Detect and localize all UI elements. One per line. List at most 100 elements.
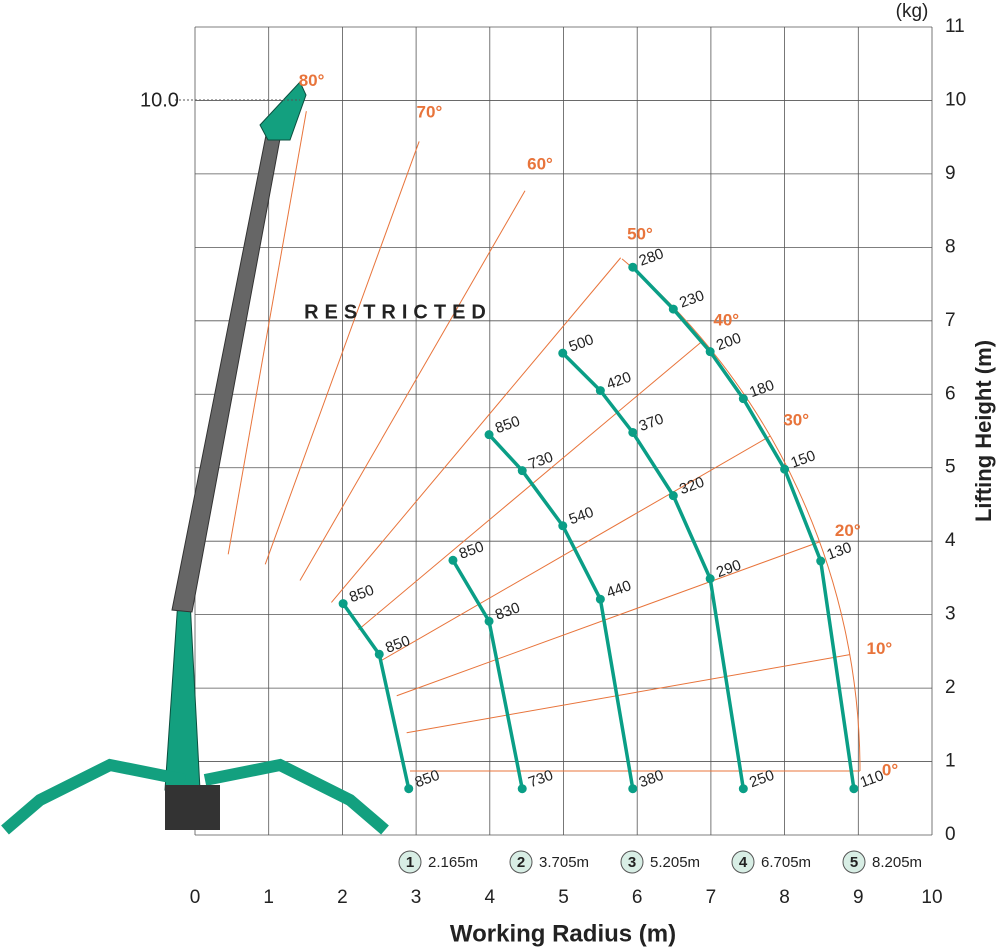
- load-label: 850: [493, 413, 522, 438]
- load-point: [517, 784, 527, 794]
- angle-label: 10°: [867, 639, 893, 658]
- x-axis-title: Working Radius (m): [450, 920, 676, 947]
- load-point: [558, 348, 568, 358]
- load-point: [404, 784, 414, 794]
- load-label: 320: [677, 474, 706, 499]
- load-point: [558, 521, 568, 531]
- legend-badge: [620, 850, 644, 874]
- x-tick-label: 8: [779, 887, 790, 908]
- angle-ray: [227, 111, 307, 555]
- crane: [1, 81, 389, 835]
- x-tick-label: 0: [190, 887, 201, 908]
- legend-label: 8.205m: [872, 854, 922, 871]
- load-point: [738, 784, 748, 794]
- load-label: 370: [637, 410, 666, 435]
- x-tick-label: 10: [921, 887, 942, 908]
- legend-label: 6.705m: [761, 854, 811, 871]
- legend-label: 2.165m: [428, 854, 478, 871]
- y-axis-title: Lifting Height (m): [971, 340, 996, 522]
- legend-badge: [398, 850, 422, 874]
- load-point: [448, 555, 458, 565]
- load-point: [780, 464, 790, 474]
- load-label: 730: [526, 767, 555, 792]
- load-label: 420: [604, 369, 633, 394]
- crane-boom: [171, 124, 283, 613]
- y-tick-label: 7: [945, 310, 956, 331]
- load-point: [628, 427, 638, 437]
- load-point: [595, 386, 605, 396]
- angle-rays: [227, 111, 861, 772]
- y-tick-label: 11: [945, 16, 965, 37]
- region-label: RESTRICTED: [304, 301, 492, 323]
- y-tick-label: 1: [945, 751, 956, 772]
- x-tick-label: 5: [558, 887, 569, 908]
- load-label: 850: [347, 582, 376, 607]
- x-tick-label: 3: [411, 887, 422, 908]
- load-point: [628, 784, 638, 794]
- load-label: 200: [714, 330, 743, 355]
- crane-leg: [1, 758, 187, 835]
- load-point: [595, 594, 605, 604]
- load-label: 250: [747, 767, 776, 792]
- crane-leg: [203, 758, 389, 835]
- x-tick-label: 6: [632, 887, 643, 908]
- x-tick-label: 2: [337, 887, 348, 908]
- load-point: [705, 574, 715, 584]
- y-tick-label: 4: [945, 530, 956, 551]
- angle-ray: [331, 257, 622, 603]
- angle-label: 0°: [882, 760, 898, 779]
- x-tick-label: 4: [485, 887, 496, 908]
- angle-label: 60°: [527, 154, 553, 173]
- angle-label: 20°: [835, 521, 861, 540]
- x-tick-label: 9: [853, 887, 864, 908]
- legend-id: 4: [739, 854, 748, 871]
- angle-ray: [299, 190, 526, 581]
- load-label: 380: [637, 767, 666, 792]
- load-point: [484, 430, 494, 440]
- y-tick-label: 3: [945, 604, 956, 625]
- angle-label: 30°: [783, 410, 809, 429]
- crane-tracks: [165, 785, 220, 830]
- load-label: 850: [383, 632, 412, 657]
- load-point: [849, 784, 859, 794]
- outer-envelope: [621, 258, 861, 772]
- x-tick-label: 1: [263, 887, 274, 908]
- load-point: [705, 347, 715, 357]
- angle-label: 40°: [713, 311, 739, 330]
- load-label: 290: [714, 557, 743, 582]
- angle-label: 50°: [627, 224, 653, 243]
- load-label: 850: [413, 767, 442, 792]
- load-point: [816, 556, 826, 566]
- grid: [194, 26, 933, 836]
- y-tick-label: 9: [945, 163, 956, 184]
- crane-tip: [259, 81, 307, 141]
- load-point: [668, 491, 678, 501]
- load-label: 500: [567, 331, 596, 356]
- y-tick-label: 6: [945, 383, 956, 404]
- y-tick-label: 0: [945, 824, 956, 845]
- angle-ray: [406, 654, 850, 734]
- y-tick-label: 10: [945, 89, 966, 110]
- angle-label: 80°: [299, 71, 325, 90]
- load-label: 540: [567, 504, 596, 529]
- legend-id: 3: [628, 854, 636, 871]
- angle-ray: [264, 141, 420, 565]
- section-curve: [561, 351, 746, 789]
- max-height-label: 10.0: [140, 89, 179, 111]
- legend-label: 3.705m: [539, 854, 589, 871]
- unit-label: (kg): [896, 1, 929, 22]
- load-label: 230: [677, 287, 706, 312]
- load-point: [338, 599, 348, 609]
- legend-id: 1: [406, 854, 414, 871]
- load-label: 440: [604, 577, 633, 602]
- y-tick-label: 2: [945, 677, 956, 698]
- load-point: [668, 304, 678, 314]
- load-point: [374, 649, 384, 659]
- x-tick-label: 7: [706, 887, 717, 908]
- load-label: 730: [526, 449, 555, 474]
- load-label: 850: [457, 538, 486, 563]
- load-label: 830: [493, 599, 522, 624]
- load-label: 180: [747, 377, 776, 402]
- load-point: [517, 466, 527, 476]
